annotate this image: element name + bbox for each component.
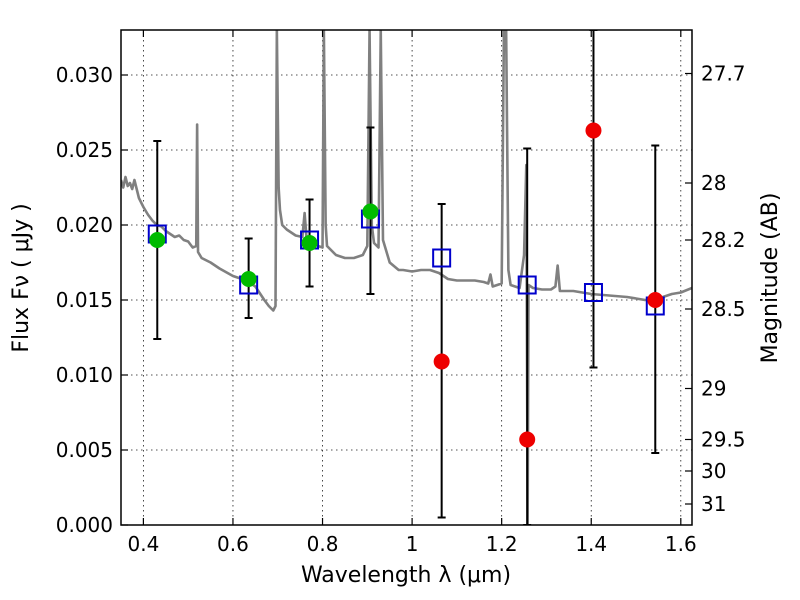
grid [121, 30, 692, 526]
y-axis-label: Flux Fν ( μJy ) [9, 203, 34, 352]
right-tick-label: 28.2 [701, 228, 746, 252]
x-tick-label: 1.6 [665, 532, 697, 556]
y-tick-label: 0.030 [56, 63, 113, 87]
nondetection-point [519, 431, 536, 448]
x-tick-label: 0.6 [217, 532, 249, 556]
detection-point [301, 235, 318, 251]
x-tick-label: 0.4 [127, 532, 159, 556]
x-tick-label: 1.4 [575, 532, 607, 556]
nondetection-point [433, 353, 450, 370]
detection-point [240, 271, 257, 287]
x-axis-label: Wavelength λ (μm) [301, 563, 511, 588]
right-tick-label: 28.5 [701, 297, 746, 321]
x-tick-label: 0.8 [307, 532, 339, 556]
detection-point [149, 232, 166, 248]
y-tick-label: 0.020 [56, 213, 113, 237]
y-tick-label: 0.010 [56, 363, 113, 387]
error-bar [589, 30, 598, 369]
right-axis-label: Magnitude (AB) [758, 193, 783, 364]
plot-frame [120, 29, 693, 526]
model-point-square [432, 248, 452, 268]
y-tick-label: 0.015 [56, 288, 113, 312]
model-spectrum-line [121, 30, 692, 525]
right-tick-label: 27.7 [701, 62, 746, 86]
model-point-square [583, 283, 603, 302]
y-tick-label: 0.025 [56, 138, 113, 162]
y-tick-label: 0.000 [56, 513, 113, 537]
right-tick-label: 29.5 [701, 428, 746, 452]
x-tick-label: 1.2 [486, 532, 518, 556]
nondetection-point [647, 292, 664, 308]
right-tick-label: 28 [701, 171, 726, 195]
nondetection-point [585, 122, 602, 139]
right-tick-label: 31 [701, 492, 726, 516]
right-tick-label: 30 [701, 459, 726, 483]
detection-point [362, 203, 379, 220]
error-bar [523, 147, 532, 525]
model-point-square [517, 275, 537, 295]
plot-area [121, 30, 692, 525]
x-tick-label: 1 [406, 532, 419, 556]
axes: 0.4 0.6 0.8 1 1.2 1.4 1.6 0.000 0.005 0.010 0.015 0… [56, 30, 746, 556]
y-tick-label: 0.005 [56, 438, 113, 462]
right-tick-label: 29 [701, 377, 726, 401]
